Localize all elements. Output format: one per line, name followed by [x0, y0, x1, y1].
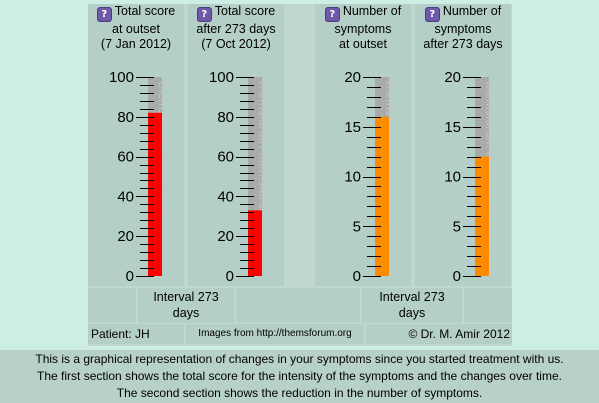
interval-label: Interval 273 days [362, 288, 462, 323]
help-icon[interactable]: ? [196, 7, 212, 22]
tick-label: 20 [344, 69, 361, 86]
help-icon[interactable]: ? [96, 7, 112, 22]
thermometer-chart: themsforum themsforum 0 20 40 60 80 100 [209, 69, 269, 285]
chart-column-total-after: ? Total score after 273 days (7 Oct 2012)… [188, 4, 284, 286]
tick-label: 40 [117, 188, 134, 205]
interval-label: Interval 273 days [138, 288, 234, 323]
column-header: ? Number of symptoms after 273 days [423, 4, 503, 51]
tick-label: 10 [444, 169, 461, 186]
tick-label: 100 [109, 69, 134, 86]
column-header: ? Number of symptoms at outset [315, 4, 411, 60]
interval-spacer [464, 288, 512, 322]
description-text: This is a graphical representation of ch… [0, 350, 599, 403]
chart-column-symptoms-after: ? Number of symptoms after 273 days thems… [415, 4, 511, 286]
value-bar [148, 112, 162, 276]
tick-label: 10 [344, 169, 361, 186]
tick-label: 5 [353, 218, 361, 235]
tick-label: 80 [117, 109, 134, 126]
tick-label: 20 [117, 228, 134, 245]
tick-label: 15 [444, 119, 461, 136]
column-header: ? Total score at outset (7 Jan 2012) [88, 4, 184, 60]
tick-label: 20 [217, 228, 234, 245]
value-bar [248, 210, 262, 276]
tick-label: 0 [126, 268, 134, 285]
tick-label: 100 [209, 69, 234, 86]
tick-label: 80 [217, 109, 234, 126]
tick-label: 0 [353, 268, 361, 285]
image-source-link[interactable]: Images from http://themsforum.org [186, 324, 364, 344]
interval-spacer [236, 288, 360, 322]
tick-label: 5 [453, 218, 461, 235]
chart-column-symptoms-outset: ? Number of symptoms at outset themsforum… [315, 4, 411, 286]
help-icon[interactable]: ? [324, 7, 340, 22]
tick-label: 40 [217, 188, 234, 205]
watermark-text: themsforum themsforum [256, 81, 269, 219]
tick-label: 20 [444, 69, 461, 86]
help-icon[interactable]: ? [424, 7, 440, 22]
column-header: ? Total score after 273 days (7 Oct 2012) [196, 4, 276, 51]
tick-label: 60 [117, 149, 134, 166]
patient-label: Patient: JH [88, 324, 184, 344]
tick-label: 60 [217, 149, 234, 166]
tick-label: 0 [453, 268, 461, 285]
copyright-label: © Dr. M. Amir 2012 [366, 324, 512, 344]
chart-column-total-outset: ? Total score at outset (7 Jan 2012) them… [88, 4, 184, 286]
column-spacer [287, 4, 313, 286]
tick-label: 0 [226, 268, 234, 285]
tick-label: 15 [344, 119, 361, 136]
interval-spacer [88, 288, 136, 322]
